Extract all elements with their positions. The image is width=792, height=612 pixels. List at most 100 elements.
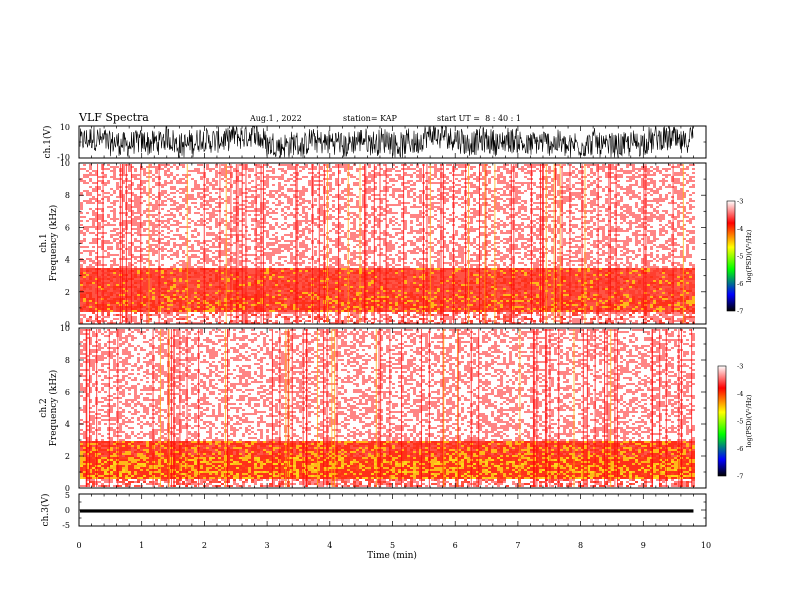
- spectrogram-cell: [221, 252, 224, 254]
- spectrogram-cell: [215, 222, 218, 224]
- spectrogram-cell: [92, 242, 95, 244]
- spectrogram-cell: [476, 220, 479, 222]
- spectrogram-cell: [626, 176, 629, 178]
- spectrogram-cell: [629, 190, 632, 192]
- spectrogram-cell: [455, 184, 458, 186]
- spectrogram-cell: [389, 186, 392, 188]
- spectrogram-cell: [221, 190, 224, 192]
- spectrogram-cell: [329, 252, 332, 254]
- spectrogram-cell: [419, 240, 422, 242]
- spectrogram-cell: [473, 166, 476, 168]
- spectrogram-cell: [461, 214, 464, 216]
- spectrogram-cell: [635, 244, 638, 246]
- spectrogram-cell: [623, 246, 626, 248]
- spectrogram-cell: [278, 252, 281, 254]
- spectrogram-cell: [98, 232, 101, 234]
- spectrogram-cell: [257, 246, 260, 248]
- spectrogram-cell: [515, 182, 518, 184]
- spectrogram-cell: [209, 232, 212, 234]
- spectrogram-cell: [416, 264, 419, 266]
- spectrogram-cell: [617, 202, 620, 204]
- spectrogram-cell: [209, 260, 212, 262]
- spectrogram-cell: [287, 190, 290, 192]
- spectrogram-cell: [191, 198, 194, 200]
- spectrogram-cell: [272, 252, 275, 254]
- spectrogram-cell: [215, 180, 218, 182]
- spectrogram-cell: [353, 164, 356, 166]
- spectrogram-cell: [266, 256, 269, 258]
- spectrogram-cell: [329, 240, 332, 242]
- spectrogram-cell: [575, 192, 578, 194]
- spectrogram-cell: [80, 268, 83, 270]
- spectrogram-cell: [128, 184, 131, 186]
- spectrogram-cell: [419, 250, 422, 252]
- spectrogram-cell: [266, 252, 269, 254]
- spectrogram-cell: [620, 208, 623, 210]
- spectrogram-cell: [86, 246, 89, 248]
- spectrogram-cell: [518, 186, 521, 188]
- spectrogram-cell: [515, 240, 518, 242]
- spectrogram-cell: [488, 228, 491, 230]
- spectrogram-cell: [674, 244, 677, 246]
- spectrogram-cell: [305, 164, 308, 166]
- spectrogram-cell: [248, 214, 251, 216]
- spectrogram-cell: [662, 174, 665, 176]
- spectrogram-cell: [458, 166, 461, 168]
- spectrogram-cell: [353, 250, 356, 252]
- spectrogram-cell: [167, 220, 170, 222]
- spectrogram-cell: [575, 226, 578, 228]
- spectrogram-cell: [461, 238, 464, 240]
- spectrogram-cell: [353, 224, 356, 226]
- spectrogram-cell: [653, 208, 656, 210]
- spectrogram-cell: [92, 250, 95, 252]
- spectrogram-cell: [302, 202, 305, 204]
- spectrogram-cell: [389, 222, 392, 224]
- spectrogram-cell: [500, 166, 503, 168]
- spectrogram-cell: [404, 172, 407, 174]
- spectrogram-cell: [629, 228, 632, 230]
- spectrogram-cell: [434, 244, 437, 246]
- spectrogram-cell: [398, 252, 401, 254]
- spectrogram-cell: [173, 178, 176, 180]
- spectrogram-cell: [593, 240, 596, 242]
- spectrogram-cell: [152, 252, 155, 254]
- spectrogram-cell: [179, 204, 182, 206]
- spectrogram-cell: [395, 166, 398, 168]
- spectrogram-cell: [602, 218, 605, 220]
- spectrogram-cell: [320, 206, 323, 208]
- spectrogram-cell: [191, 234, 194, 236]
- spectrogram-cell: [620, 216, 623, 218]
- spectrogram-cell: [431, 248, 434, 250]
- spectrogram-cell: [611, 182, 614, 184]
- spectrogram-cell: [389, 258, 392, 260]
- spectrogram-cell: [182, 242, 185, 244]
- spectrogram-cell: [302, 166, 305, 168]
- spectrogram-cell: [446, 218, 449, 220]
- spectrogram-cell: [668, 184, 671, 186]
- spectrogram-cell: [89, 174, 92, 176]
- spectrogram-cell: [416, 216, 419, 218]
- spectrogram-cell: [488, 208, 491, 210]
- spectrogram-cell: [587, 166, 590, 168]
- spectrogram-cell: [308, 268, 311, 270]
- spectrogram-cell: [575, 168, 578, 170]
- spectrogram-cell: [188, 226, 191, 228]
- spectrogram-cell: [569, 250, 572, 252]
- spectrogram-cell: [107, 200, 110, 202]
- spectrogram-cell: [416, 262, 419, 264]
- spectrogram-cell: [398, 264, 401, 266]
- spectrogram-cell: [578, 172, 581, 174]
- spectrogram-cell: [110, 206, 113, 208]
- spectrogram-cell: [551, 228, 554, 230]
- spectrogram-cell: [161, 242, 164, 244]
- spectrogram-cell: [212, 198, 215, 200]
- spectrogram-cell: [107, 222, 110, 224]
- spectrogram-cell: [611, 228, 614, 230]
- spectrogram-cell: [407, 194, 410, 196]
- spectrogram-cell: [599, 214, 602, 216]
- spectrogram-cell: [578, 236, 581, 238]
- spectrogram-cell: [134, 268, 137, 270]
- spectrogram-cell: [419, 170, 422, 172]
- spectrogram-cell: [680, 184, 683, 186]
- spectrogram-cell: [284, 218, 287, 220]
